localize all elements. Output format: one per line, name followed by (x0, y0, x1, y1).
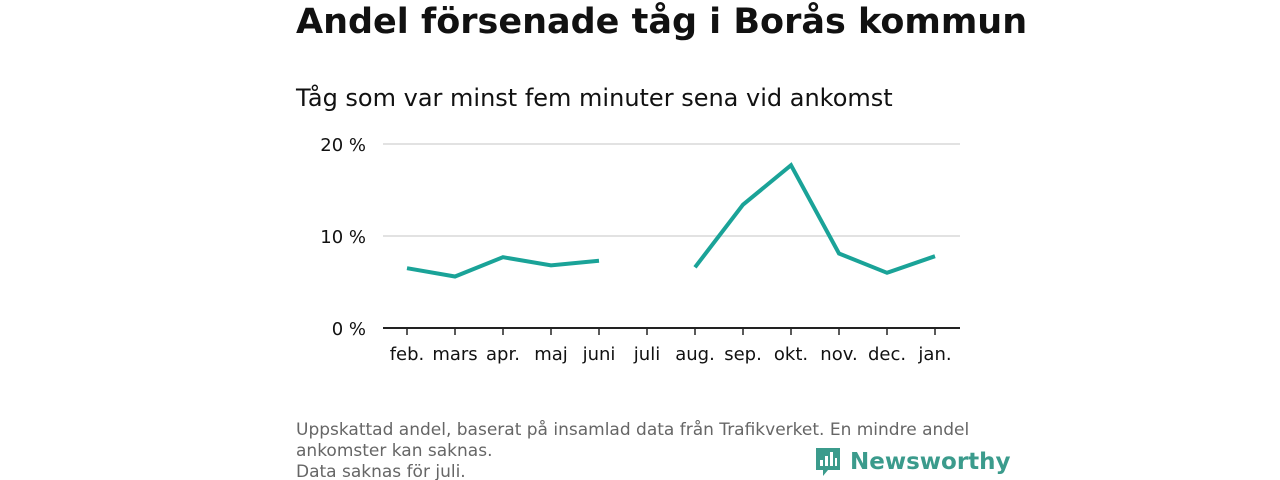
footnote-missing-data: Data saknas för juli. (296, 462, 466, 480)
line-chart: 0 % 10 % 20 % feb. mars apr. maj juni juli aug. s… (320, 135, 960, 365)
y-tick-label: 20 % (320, 135, 366, 156)
series-line-segment (693, 162, 936, 275)
x-tick-label: feb. (390, 344, 425, 365)
x-tick-label: mars (432, 344, 477, 365)
brand-name: Newsworthy (850, 449, 1011, 475)
y-axis-tick-labels: 0 % 10 % 20 % (320, 135, 366, 340)
footnote-source-continued: ankomster kan saknas. (296, 441, 493, 461)
x-axis-tick-labels: feb. mars apr. maj juni juli aug. sep. okt. nov. d… (390, 344, 952, 365)
footnote-source: Uppskattad andel, baserat på insamlad da… (296, 420, 970, 440)
x-tick-label: jan. (917, 344, 951, 365)
newsworthy-logo-icon (816, 448, 840, 476)
x-tick-label: maj (534, 344, 568, 365)
y-tick-label: 10 % (320, 227, 366, 248)
chart-title: Andel försenade tåg i Borås kommun (296, 2, 1028, 42)
chart-subtitle: Tåg som var minst fem minuter sena vid a… (296, 84, 893, 112)
gridlines (383, 143, 960, 237)
x-tick-label: aug. (675, 344, 715, 365)
x-tick-label: juni (582, 344, 616, 365)
x-tick-label: dec. (868, 344, 906, 365)
x-tick-label: sep. (724, 344, 762, 365)
x-tick-label: apr. (486, 344, 520, 365)
series-lines (406, 162, 936, 279)
brand-logo: Newsworthy (814, 444, 1011, 480)
x-tick-label: juli (633, 344, 660, 365)
series-line-segment (406, 255, 600, 279)
x-tick-label: nov. (820, 344, 857, 365)
x-tick-label: okt. (774, 344, 808, 365)
y-tick-label: 0 % (332, 319, 366, 340)
x-axis (383, 327, 960, 335)
